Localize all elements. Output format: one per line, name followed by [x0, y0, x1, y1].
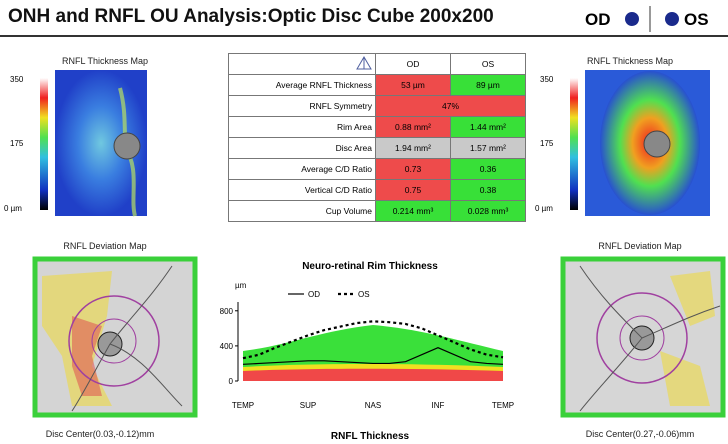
header-decor: OD OS [0, 0, 728, 44]
map-title: RNFL Deviation Map [575, 241, 705, 251]
os-dot [665, 12, 679, 26]
cell: 1.44 mm² [451, 117, 526, 138]
row-label: Vertical C/D Ratio [229, 180, 376, 201]
deviation-map [32, 256, 198, 418]
scale-label: 0 µm [535, 204, 553, 213]
cell: 0.36 [451, 159, 526, 180]
row-label: Disc Area [229, 138, 376, 159]
y-tick-label: 400 [220, 342, 234, 351]
row-label: RNFL Symmetry [229, 96, 376, 117]
x-tick-label: TEMP [492, 401, 514, 410]
thickness-map: 350 175 0 µm [0, 68, 160, 218]
y-tick-label: 800 [220, 307, 234, 316]
deviation-map [560, 256, 726, 418]
od-dot [625, 12, 639, 26]
col-header: OS [451, 54, 526, 75]
cell: 53 µm [376, 75, 451, 96]
cell: 1.57 mm² [451, 138, 526, 159]
page: {"header":{"title":"ONH and RNFL OU Anal… [0, 0, 728, 444]
cell: 0.38 [451, 180, 526, 201]
row-label: Average C/D Ratio [229, 159, 376, 180]
x-tick-label: TEMP [232, 401, 254, 410]
row-label: Rim Area [229, 117, 376, 138]
disc-center: Disc Center(0.27,-0.06)mm [565, 429, 715, 439]
cell: 89 µm [451, 75, 526, 96]
map-title: RNFL Thickness Map [565, 56, 695, 66]
scale-label: 175 [540, 139, 554, 148]
cell: 0.214 mm³ [376, 201, 451, 222]
cell: 47% [376, 96, 526, 117]
row-label: Cup Volume [229, 201, 376, 222]
scale-label: 350 [540, 75, 554, 84]
thickness-map: 350 175 0 µm [535, 68, 715, 218]
footer: RNFL Thickness [310, 431, 430, 442]
od-label: OD [585, 10, 611, 29]
map-title: RNFL Deviation Map [40, 241, 170, 251]
row-label: Average RNFL Thickness [229, 75, 376, 96]
disc-center: Disc Center(0.03,-0.12)mm [25, 429, 175, 439]
os-label: OS [684, 10, 709, 29]
outside-band [243, 369, 503, 381]
y-tick-label: 0 [229, 377, 234, 386]
icon-cell [229, 54, 376, 75]
map-title: RNFL Thickness Map [40, 56, 170, 66]
cell: 1.94 mm² [376, 138, 451, 159]
y-label: µm [235, 281, 247, 290]
x-tick-label: SUP [300, 401, 316, 410]
legend-label: OD [308, 290, 320, 299]
cell: 0.75 [376, 180, 451, 201]
x-tick-label: INF [432, 401, 445, 410]
scale-label: 350 [10, 75, 24, 84]
col-header: OD [376, 54, 451, 75]
scale-label: 175 [10, 139, 24, 148]
cell: 0.73 [376, 159, 451, 180]
legend-label: OS [358, 290, 370, 299]
x-tick-label: NAS [365, 401, 381, 410]
cell: 0.028 mm³ [451, 201, 526, 222]
rim-chart: Neuro-retinal Rim Thickness µm 0 400 800 TE… [210, 255, 530, 420]
cell: 0.88 mm² [376, 117, 451, 138]
scale-label: 0 µm [4, 204, 22, 213]
chart-title: Neuro-retinal Rim Thickness [302, 261, 438, 272]
